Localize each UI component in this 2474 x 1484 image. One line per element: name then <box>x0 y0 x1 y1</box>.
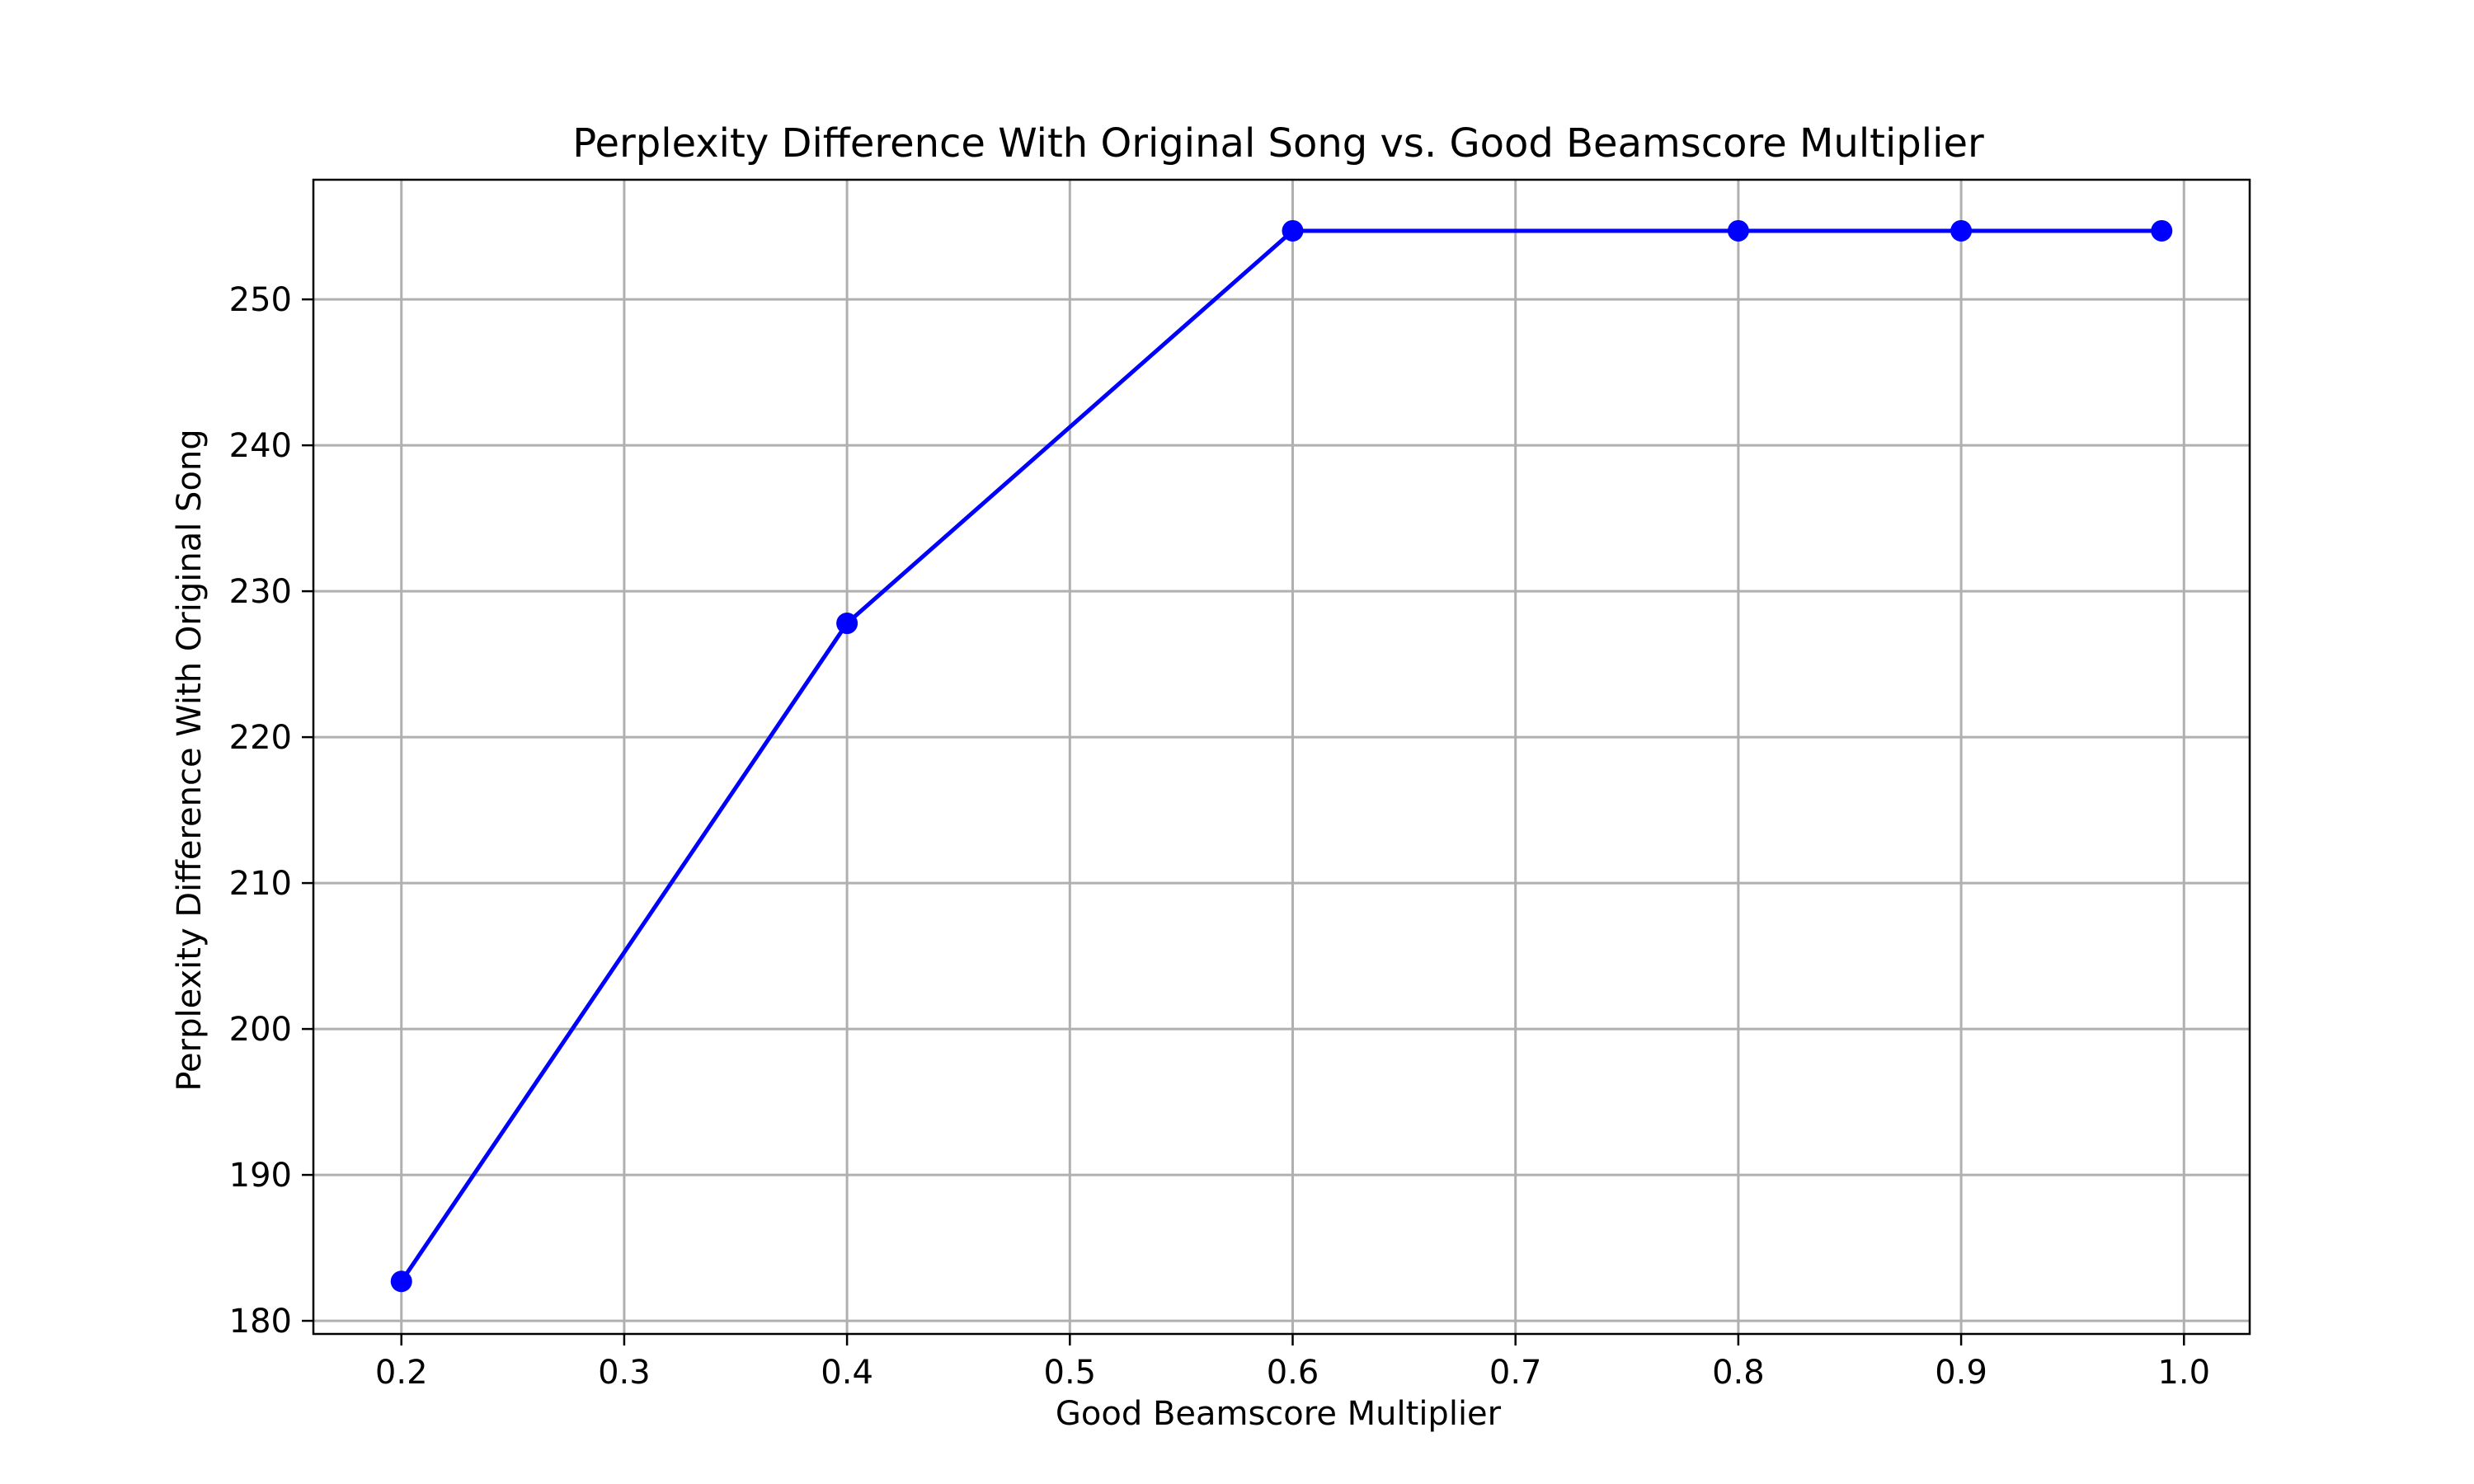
x-tick-label: 0.2 <box>375 1354 428 1392</box>
grid <box>313 180 2250 1334</box>
series-line <box>399 228 2162 1283</box>
ticks: 0.2 0.3 0.4 0.5 0.6 0.7 0.8 0.9 1.0 180 190 200 210 2… <box>229 281 2210 1392</box>
data-point <box>1282 219 1304 242</box>
data-point <box>836 613 858 635</box>
y-tick-label: 190 <box>229 1157 292 1195</box>
data-point <box>2151 219 2173 242</box>
x-tick-label: 1.0 <box>2157 1354 2210 1392</box>
y-tick-label: 200 <box>229 1011 292 1049</box>
x-tick-label: 0.9 <box>1935 1354 1987 1392</box>
series-layer <box>390 219 2173 1293</box>
y-tick-label: 210 <box>229 865 292 903</box>
x-tick-label: 0.6 <box>1267 1354 1319 1392</box>
y-tick-label: 240 <box>229 427 292 465</box>
data-point <box>390 1270 412 1293</box>
plot-frame <box>312 178 2251 1336</box>
y-tick-label: 250 <box>229 281 292 319</box>
x-tick-label: 0.8 <box>1712 1354 1765 1392</box>
data-point <box>1727 219 1749 242</box>
y-tick-label: 230 <box>229 573 292 611</box>
x-tick-label: 0.7 <box>1489 1354 1542 1392</box>
chart-title: Perplexity Difference With Original Song… <box>572 120 1984 167</box>
x-axis-label: Good Beamscore Multiplier <box>1056 1395 1502 1433</box>
x-tick-label: 0.5 <box>1044 1354 1097 1392</box>
y-tick-label: 180 <box>229 1303 292 1341</box>
data-point <box>1950 219 1973 242</box>
y-axis-label: Perplexity Difference With Original Song <box>171 429 209 1091</box>
y-tick-label: 220 <box>229 719 292 757</box>
x-tick-label: 0.4 <box>821 1354 873 1392</box>
x-tick-label: 0.3 <box>598 1354 651 1392</box>
